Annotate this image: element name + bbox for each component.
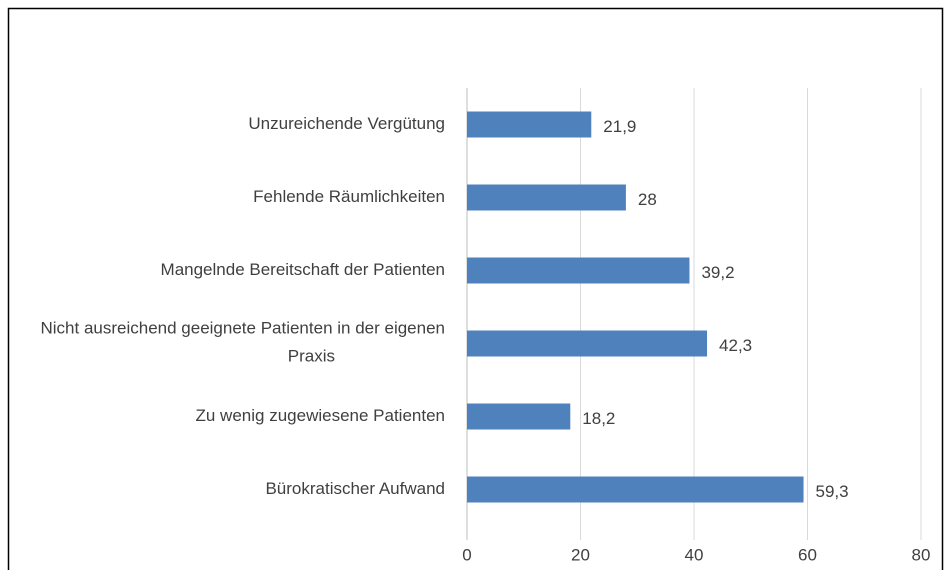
y-tick-label-line: Nicht ausreichend geeignete Patienten in… — [40, 319, 445, 338]
x-tick-label: 80 — [912, 545, 931, 564]
bar — [467, 257, 690, 284]
x-tick-label: 0 — [462, 545, 471, 564]
y-tick-label: Mangelnde Bereitschaft der Patienten — [161, 260, 445, 279]
y-tick-label: Bürokratischer Aufwand — [265, 479, 445, 498]
data-label: 39,2 — [701, 263, 734, 282]
data-label: 21,9 — [603, 117, 636, 136]
y-tick-label-line: Praxis — [288, 347, 335, 366]
y-tick-label: Zu wenig zugewiesene Patienten — [196, 406, 446, 425]
bar — [467, 111, 592, 138]
data-label: 59,3 — [816, 482, 849, 501]
bar — [467, 184, 626, 211]
y-tick-label: Unzureichende Vergütung — [248, 114, 445, 133]
data-label: 28 — [638, 190, 657, 209]
y-tick-label: Fehlende Räumlichkeiten — [253, 187, 445, 206]
data-label: 18,2 — [582, 409, 615, 428]
x-tick-label: 20 — [571, 545, 590, 564]
data-label: 42,3 — [719, 336, 752, 355]
bar — [467, 476, 804, 503]
bar — [467, 330, 708, 357]
y-tick-label: Nicht ausreichend geeignete Patienten in… — [40, 319, 445, 366]
bar — [467, 403, 571, 430]
chart-frame — [7, 7, 944, 570]
x-tick-label: 40 — [685, 545, 704, 564]
x-tick-label: 60 — [798, 545, 817, 564]
